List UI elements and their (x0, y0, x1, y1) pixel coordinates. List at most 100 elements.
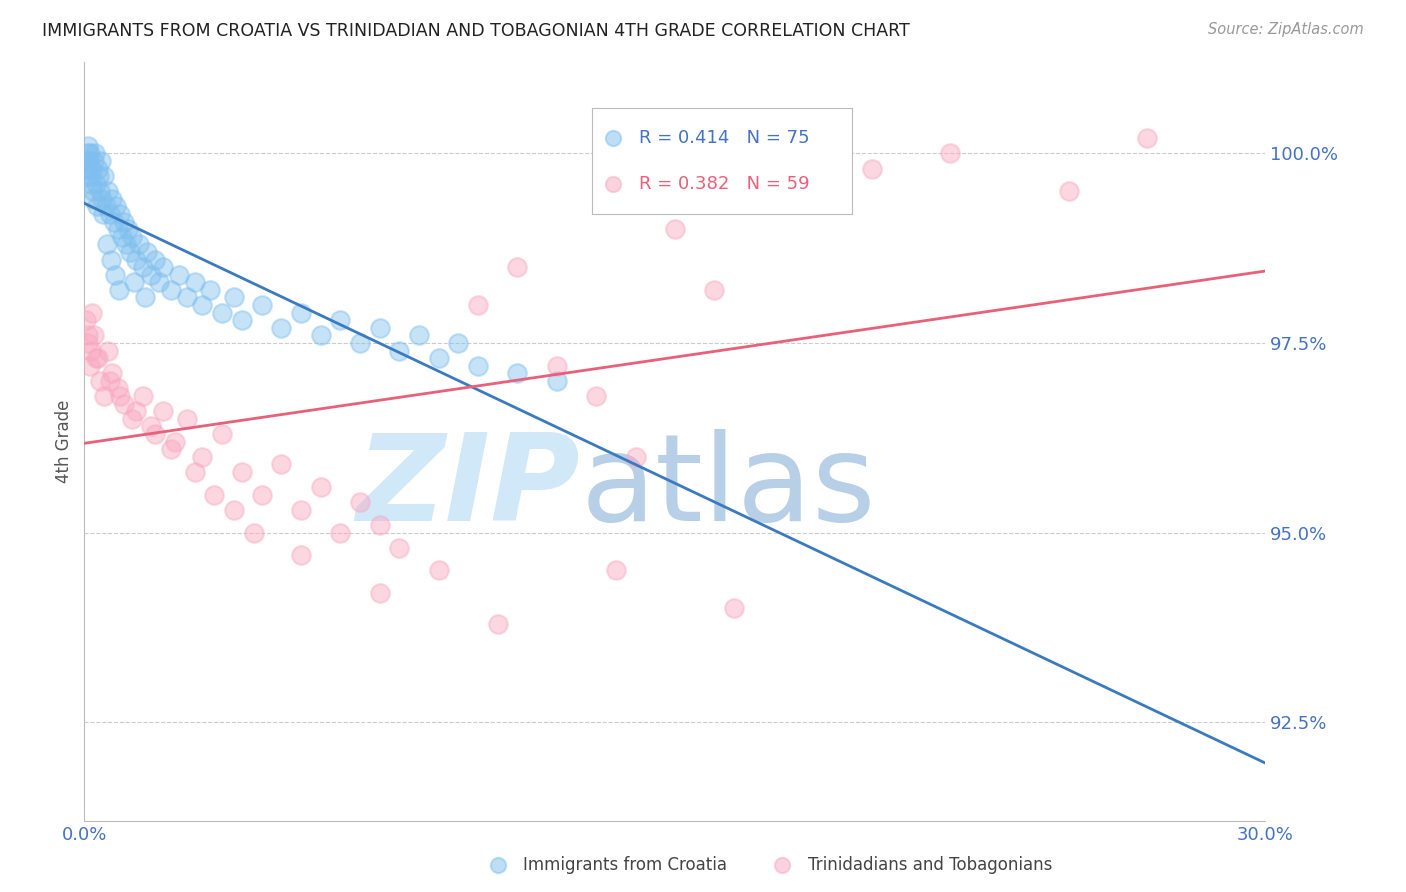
Point (89, 169, 111, 184)
Point (87, 351, 110, 366)
Point (132, 260, 155, 275)
Point (191, 450, 214, 464)
Point (75, 313, 97, 327)
Point (89, 374, 111, 388)
Text: atlas: atlas (581, 428, 876, 546)
Point (250, 298, 273, 312)
Point (134, 291, 156, 305)
Point (101, 192, 124, 206)
Point (97, 343, 120, 358)
Point (86, 200, 108, 214)
Point (80, 169, 103, 184)
Point (388, 541, 411, 555)
Point (270, 458, 292, 472)
Point (143, 252, 166, 267)
Point (860, 161, 883, 176)
Point (309, 328, 332, 343)
Point (82, 306, 104, 320)
Point (91, 192, 114, 206)
Text: Immigrants from Croatia: Immigrants from Croatia (523, 856, 727, 874)
Point (93, 389, 115, 403)
Point (349, 336, 371, 351)
Point (128, 237, 150, 252)
Point (98, 207, 121, 221)
Point (329, 525, 352, 540)
Point (183, 465, 205, 479)
Point (486, 858, 509, 872)
Point (200, 283, 222, 297)
Point (111, 230, 134, 244)
Point (94, 200, 117, 214)
Point (585, 389, 607, 403)
Point (183, 276, 205, 290)
Point (121, 412, 143, 426)
Point (108, 283, 131, 297)
Point (93, 169, 115, 184)
Point (77, 336, 100, 351)
Point (290, 549, 312, 563)
Point (103, 215, 125, 229)
Point (242, 525, 264, 540)
Point (427, 351, 450, 366)
Point (77, 154, 100, 169)
Point (231, 313, 253, 327)
Point (124, 404, 146, 418)
Point (222, 291, 245, 305)
Point (546, 374, 568, 388)
Y-axis label: 4th Grade: 4th Grade (55, 400, 73, 483)
Point (309, 480, 332, 494)
Point (117, 222, 139, 236)
Point (104, 268, 127, 282)
Point (160, 283, 183, 297)
Point (782, 185, 804, 199)
Point (388, 343, 411, 358)
Point (368, 586, 391, 600)
Point (290, 306, 312, 320)
Point (368, 518, 391, 533)
Point (82, 161, 104, 176)
Point (80, 343, 103, 358)
Point (624, 450, 647, 464)
Point (83, 154, 105, 169)
Point (447, 336, 470, 351)
Point (80, 177, 103, 191)
Point (408, 328, 430, 343)
Point (329, 313, 352, 327)
Point (89, 185, 111, 199)
Point (76, 169, 98, 184)
Point (108, 389, 131, 403)
Point (605, 564, 627, 578)
Point (97, 185, 120, 199)
Point (368, 321, 391, 335)
Point (546, 359, 568, 373)
Point (176, 291, 198, 305)
Point (152, 260, 174, 275)
Point (77, 154, 100, 169)
Point (101, 367, 124, 381)
Point (467, 298, 489, 312)
Point (486, 616, 509, 631)
Point (143, 427, 166, 442)
Point (191, 298, 214, 312)
Point (79, 146, 101, 161)
Point (290, 503, 312, 517)
Point (506, 367, 529, 381)
Point (104, 200, 127, 214)
Point (222, 503, 245, 517)
Point (506, 260, 529, 275)
Point (84, 146, 107, 161)
Point (112, 215, 135, 229)
Point (108, 207, 131, 221)
Point (91, 207, 114, 221)
Text: ZIP: ZIP (357, 428, 581, 546)
Point (124, 252, 146, 267)
Point (176, 412, 198, 426)
Point (152, 404, 174, 418)
Point (136, 245, 159, 260)
Point (83, 328, 105, 343)
Point (79, 161, 101, 176)
Point (160, 442, 183, 457)
Text: IMMIGRANTS FROM CROATIA VS TRINIDADIAN AND TOBAGONIAN 4TH GRADE CORRELATION CHAR: IMMIGRANTS FROM CROATIA VS TRINIDADIAN A… (42, 22, 910, 40)
Point (141, 268, 163, 282)
Point (107, 382, 129, 396)
